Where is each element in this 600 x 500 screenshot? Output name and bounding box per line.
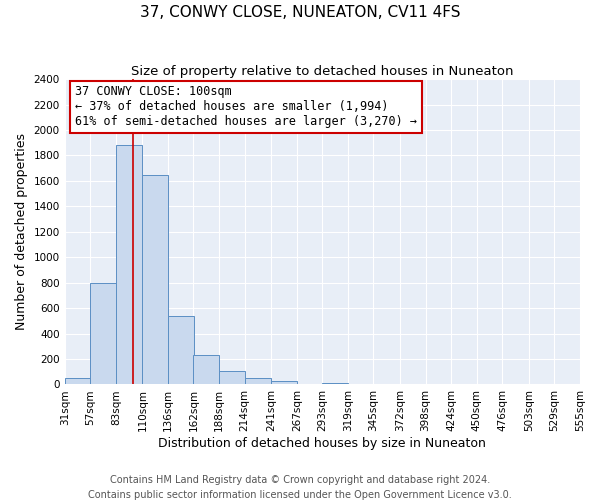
Bar — [193, 354, 219, 384]
Bar — [219, 371, 245, 384]
Bar — [245, 378, 271, 384]
Bar — [168, 316, 193, 384]
Y-axis label: Number of detached properties: Number of detached properties — [15, 134, 28, 330]
Bar — [116, 146, 142, 384]
X-axis label: Distribution of detached houses by size in Nuneaton: Distribution of detached houses by size … — [158, 437, 486, 450]
Text: 37 CONWY CLOSE: 100sqm
← 37% of detached houses are smaller (1,994)
61% of semi-: 37 CONWY CLOSE: 100sqm ← 37% of detached… — [75, 86, 417, 128]
Title: Size of property relative to detached houses in Nuneaton: Size of property relative to detached ho… — [131, 65, 514, 78]
Bar — [65, 378, 90, 384]
Bar — [142, 174, 168, 384]
Bar — [322, 382, 348, 384]
Bar — [90, 282, 116, 384]
Text: 37, CONWY CLOSE, NUNEATON, CV11 4FS: 37, CONWY CLOSE, NUNEATON, CV11 4FS — [140, 5, 460, 20]
Text: Contains HM Land Registry data © Crown copyright and database right 2024.
Contai: Contains HM Land Registry data © Crown c… — [88, 474, 512, 500]
Bar — [271, 382, 297, 384]
